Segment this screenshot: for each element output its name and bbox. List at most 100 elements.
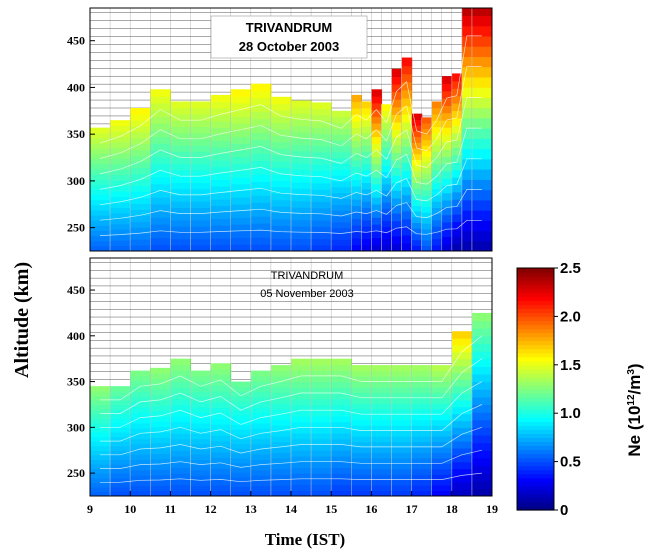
density-cell bbox=[110, 468, 131, 474]
density-cell bbox=[90, 422, 111, 428]
density-cell bbox=[170, 182, 192, 190]
density-cell bbox=[431, 386, 453, 393]
density-cell bbox=[411, 452, 433, 459]
density-cell bbox=[250, 83, 272, 92]
density-cell bbox=[331, 450, 352, 457]
density-cell bbox=[110, 395, 131, 401]
density-cell bbox=[431, 474, 453, 481]
density-cell bbox=[210, 363, 232, 370]
title-box: TRIVANDRUM 05 November 2003 bbox=[260, 270, 354, 300]
density-cell bbox=[371, 408, 393, 415]
density-cell bbox=[371, 244, 383, 251]
density-cell bbox=[461, 87, 473, 98]
density-cell bbox=[361, 238, 372, 246]
density-cell bbox=[391, 452, 413, 459]
density-cell bbox=[441, 98, 453, 106]
density-cell bbox=[230, 122, 252, 131]
density-cell bbox=[331, 204, 352, 211]
density-cell bbox=[361, 157, 372, 165]
density-cell bbox=[411, 125, 423, 132]
density-cell bbox=[291, 421, 312, 428]
density-cell bbox=[150, 237, 171, 245]
density-cell bbox=[130, 485, 151, 492]
colorbar-segment bbox=[517, 493, 554, 499]
density-cell bbox=[351, 185, 362, 194]
density-cell bbox=[391, 175, 403, 184]
density-cell bbox=[431, 120, 443, 127]
density-cell bbox=[90, 404, 111, 410]
density-cell bbox=[190, 244, 212, 251]
density-cell bbox=[391, 376, 413, 383]
density-cell bbox=[170, 170, 192, 177]
density-cell bbox=[431, 126, 443, 134]
density-cell bbox=[311, 114, 332, 122]
density-cell bbox=[150, 129, 171, 138]
density-cell bbox=[371, 381, 393, 388]
density-cell bbox=[391, 76, 403, 85]
density-cell bbox=[351, 114, 362, 122]
density-cell bbox=[90, 436, 111, 442]
density-cell bbox=[351, 485, 372, 492]
profile-column bbox=[330, 110, 352, 251]
density-cell bbox=[110, 245, 131, 251]
density-cell bbox=[110, 212, 131, 219]
density-cell bbox=[391, 114, 403, 123]
density-cell bbox=[210, 218, 232, 226]
density-cell bbox=[190, 107, 212, 115]
density-cell bbox=[331, 478, 352, 486]
density-cell bbox=[90, 194, 111, 201]
colorbar-segment bbox=[517, 389, 554, 394]
density-cell bbox=[441, 112, 453, 121]
density-cell bbox=[90, 204, 111, 211]
density-cell bbox=[90, 163, 111, 170]
density-cell bbox=[250, 153, 272, 161]
density-cell bbox=[230, 129, 252, 138]
density-cell bbox=[451, 117, 463, 126]
colorbar-segment bbox=[517, 288, 554, 293]
density-cell bbox=[130, 401, 151, 408]
density-cell bbox=[351, 211, 362, 220]
density-cell bbox=[250, 443, 272, 450]
density-cell bbox=[110, 404, 131, 410]
density-cell bbox=[190, 226, 212, 233]
density-cell bbox=[431, 188, 443, 196]
density-cell bbox=[130, 433, 151, 440]
density-cell bbox=[471, 442, 492, 451]
density-cell bbox=[391, 91, 403, 100]
density-cell bbox=[471, 199, 492, 211]
density-cell bbox=[351, 381, 372, 388]
density-cell bbox=[291, 113, 312, 120]
density-cell bbox=[311, 467, 332, 474]
density-cell bbox=[401, 194, 413, 204]
density-cell bbox=[90, 486, 111, 493]
density-cell bbox=[471, 480, 492, 489]
density-cell bbox=[351, 403, 372, 410]
density-cell bbox=[270, 212, 292, 220]
density-cell bbox=[391, 370, 413, 377]
density-cell bbox=[170, 151, 192, 159]
density-cell bbox=[110, 427, 131, 433]
density-cell bbox=[190, 138, 212, 146]
density-cell bbox=[230, 391, 252, 397]
density-cell bbox=[401, 178, 413, 188]
density-cell bbox=[451, 358, 473, 367]
density-cell bbox=[431, 163, 443, 171]
density-cell bbox=[170, 226, 192, 233]
density-cell bbox=[351, 94, 362, 103]
density-cell bbox=[391, 468, 413, 475]
profile-column bbox=[371, 89, 383, 251]
density-cell bbox=[190, 485, 212, 492]
density-cell bbox=[130, 448, 151, 455]
density-cell bbox=[391, 213, 403, 222]
density-cell bbox=[461, 35, 473, 47]
density-cell bbox=[90, 132, 111, 139]
colorbar-segment bbox=[517, 409, 554, 414]
density-cell bbox=[110, 218, 131, 225]
profile-column bbox=[330, 358, 352, 496]
density-cell bbox=[471, 396, 492, 406]
density-cell bbox=[461, 66, 473, 78]
density-cell bbox=[451, 103, 463, 112]
density-cell bbox=[270, 430, 292, 437]
colorbar-segment bbox=[517, 352, 554, 358]
density-cell bbox=[401, 130, 413, 139]
